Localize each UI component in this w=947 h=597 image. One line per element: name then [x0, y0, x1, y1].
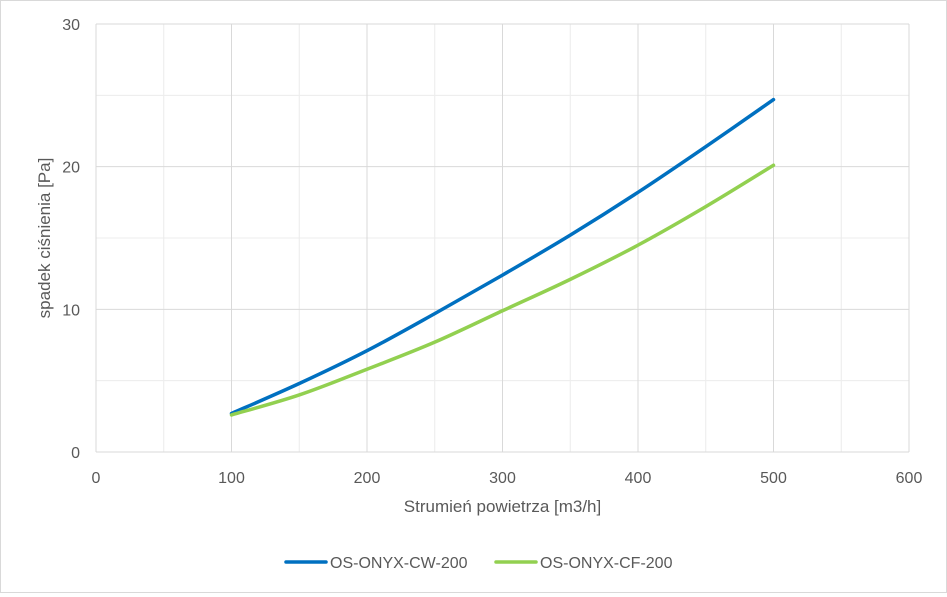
- series-line-os-onyx-cw-200: [229, 97, 776, 416]
- legend-label: OS-ONYX-CF-200: [540, 555, 673, 572]
- series-line-os-onyx-cf-200: [229, 163, 776, 417]
- x-tick-label: 400: [625, 470, 652, 487]
- x-axis-title: Strumień powietrza [m3/h]: [404, 497, 601, 516]
- x-tick-label: 0: [92, 470, 101, 487]
- x-tick-label: 600: [896, 470, 923, 487]
- x-tick-label: 300: [489, 470, 516, 487]
- y-tick-label: 20: [62, 160, 80, 177]
- y-tick-label: 0: [71, 445, 80, 462]
- y-tick-label: 30: [62, 17, 80, 34]
- y-axis-tick-labels: 0 10 20 30: [62, 17, 80, 462]
- x-tick-label: 100: [218, 470, 245, 487]
- series-lines: [229, 97, 776, 417]
- y-axis-title: spadek ciśnienia [Pa]: [35, 158, 54, 319]
- x-tick-label: 200: [354, 470, 381, 487]
- y-tick-label: 10: [62, 302, 80, 319]
- legend: OS-ONYX-CW-200 OS-ONYX-CF-200: [284, 555, 673, 572]
- x-axis-tick-labels: 0 100 200 300 400 500 600: [92, 470, 923, 487]
- legend-label: OS-ONYX-CW-200: [330, 555, 468, 572]
- x-tick-label: 500: [760, 470, 787, 487]
